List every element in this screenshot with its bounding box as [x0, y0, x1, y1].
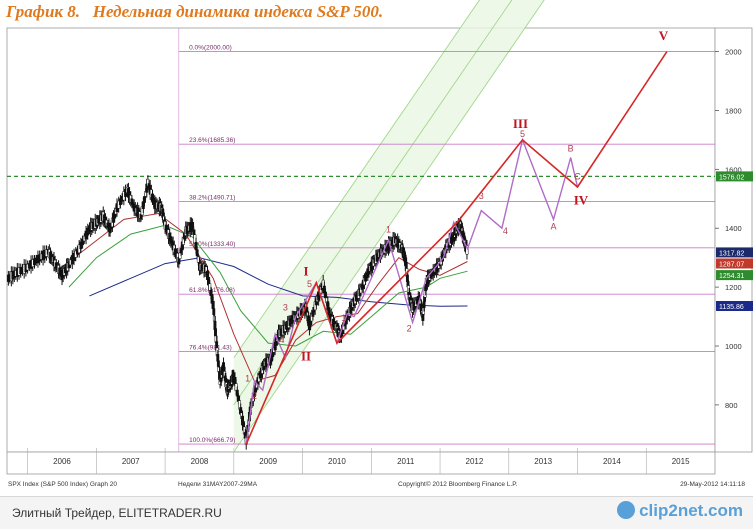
wave-label: 3	[479, 191, 484, 201]
y-tick-label: 1400	[725, 224, 742, 233]
x-axis-band	[6, 451, 716, 475]
wave-sub-line	[245, 137, 579, 445]
fib-label: 0.0%(2000.00)	[189, 45, 232, 52]
last-value-tag	[716, 247, 753, 258]
wave-label: C	[574, 172, 581, 182]
price-body	[235, 389, 239, 397]
x-tick-label: 2014	[603, 457, 621, 466]
wave-label: 1	[341, 313, 346, 323]
x-tick-label: 2011	[397, 457, 415, 466]
ma-green-line	[68, 224, 468, 347]
dashed-level-value: 1576.02	[719, 174, 744, 181]
price-body	[118, 198, 122, 206]
y-axis-band	[714, 27, 753, 453]
x-tick-label: 2009	[259, 457, 277, 466]
price-body	[86, 227, 90, 236]
wave-label: 1	[386, 225, 391, 235]
y-tick-label: 1200	[725, 283, 742, 292]
x-tick-label: 2007	[122, 457, 140, 466]
footer-caption: Элитный Трейдер, ELITETRADER.RU	[12, 506, 222, 520]
x-tick-label: 2006	[53, 457, 71, 466]
wave-label: 3	[283, 303, 288, 313]
clip2net-logo-text: clip2net.com	[639, 501, 743, 520]
fib-label: 23.6%(1685.36)	[189, 137, 235, 144]
x-tick-label: 2015	[672, 457, 690, 466]
bottom-text-center-left: Недели 31MAY2007-29MA	[178, 481, 258, 488]
fibonacci-levels: 0.0%(2000.00) 23.6%(1685.36) 38.2%(1490.71…	[178, 28, 715, 452]
price-bars	[6, 175, 469, 450]
y-axis-ticks: 800 1000 1200 1400 1600 1800 2000	[715, 48, 742, 410]
wave-label: IV	[574, 193, 589, 208]
fib-label: 100.0%(666.79)	[189, 437, 235, 444]
last-value-tag	[716, 300, 753, 311]
wave-label: B	[568, 144, 574, 154]
chart-title: График 8. Недельная динамика индекса S&P…	[6, 2, 384, 21]
wave-label: II	[301, 349, 311, 364]
fib-label: 76.4%(981.43)	[189, 344, 232, 351]
x-tick-label: 2013	[534, 457, 552, 466]
channel-line	[233, 0, 545, 453]
wave-label: 4	[503, 226, 508, 236]
last-value-tag	[716, 270, 753, 281]
clip2net-badge-icon	[617, 500, 636, 519]
price-body	[216, 360, 220, 367]
wave-label: 1	[245, 373, 250, 383]
bottom-text-center: Copyright© 2012 Bloomberg Finance L.P.	[398, 480, 518, 488]
channel-line	[233, 0, 481, 359]
price-body	[465, 245, 469, 255]
last-value-text: 1317.82	[719, 250, 744, 257]
wave-label: 4	[279, 335, 284, 345]
footer-bar: Элитный Трейдер, ELITETRADER.RU clip2net…	[0, 496, 753, 529]
last-value-text: 1287.07	[719, 261, 744, 268]
price-body	[195, 249, 199, 257]
price-body	[422, 301, 426, 309]
clip2net-logo: clip2net.com	[617, 500, 743, 521]
last-value-text: 1254.31	[719, 273, 744, 280]
wave-label: A	[550, 222, 556, 232]
y-tick-label: 2000	[725, 48, 742, 57]
price-body	[81, 238, 85, 246]
wave-label: 5	[307, 279, 312, 289]
bottom-text-left: SPX Index (S&P 500 Index) Graph 20	[8, 481, 117, 488]
wave-main-line	[245, 51, 668, 445]
y-tick-label: 1800	[725, 106, 742, 115]
last-value-tags: 1317.82 1287.07 1254.31 1135.86	[716, 247, 753, 311]
last-value-tag	[716, 258, 753, 269]
wave-label: V	[659, 28, 669, 43]
price-body	[212, 308, 216, 315]
wave-label: 5	[520, 129, 525, 139]
price-body	[79, 241, 83, 250]
last-value-text: 1135.86	[719, 304, 744, 311]
dashed-level-tag	[716, 171, 753, 182]
x-tick-label: 2012	[466, 457, 484, 466]
fib-label: 38.2%(1490.71)	[189, 195, 235, 202]
y-tick-label: 800	[725, 401, 738, 410]
wave-label: 2	[252, 391, 257, 401]
wave-label: 2	[407, 323, 412, 333]
fib-label: 50.0%(1333.40)	[189, 241, 235, 248]
x-axis-ticks: 2006 2007 2008 2009 2010 2011 2012 2013 2014 2015	[27, 448, 690, 474]
wave-label: III	[513, 116, 528, 131]
price-body	[191, 221, 195, 229]
x-tick-label: 2010	[328, 457, 346, 466]
wave-label: I	[303, 263, 308, 278]
x-tick-label: 2008	[191, 457, 209, 466]
y-tick-label: 1000	[725, 342, 742, 351]
sp500-weekly-chart: 2006 2007 2008 2009 2010 2011 2012 2013 2014 2015…	[6, 0, 753, 488]
bottom-text-right: 29-May-2012 14:11:18	[680, 481, 745, 488]
y-tick-label: 1600	[725, 165, 742, 174]
